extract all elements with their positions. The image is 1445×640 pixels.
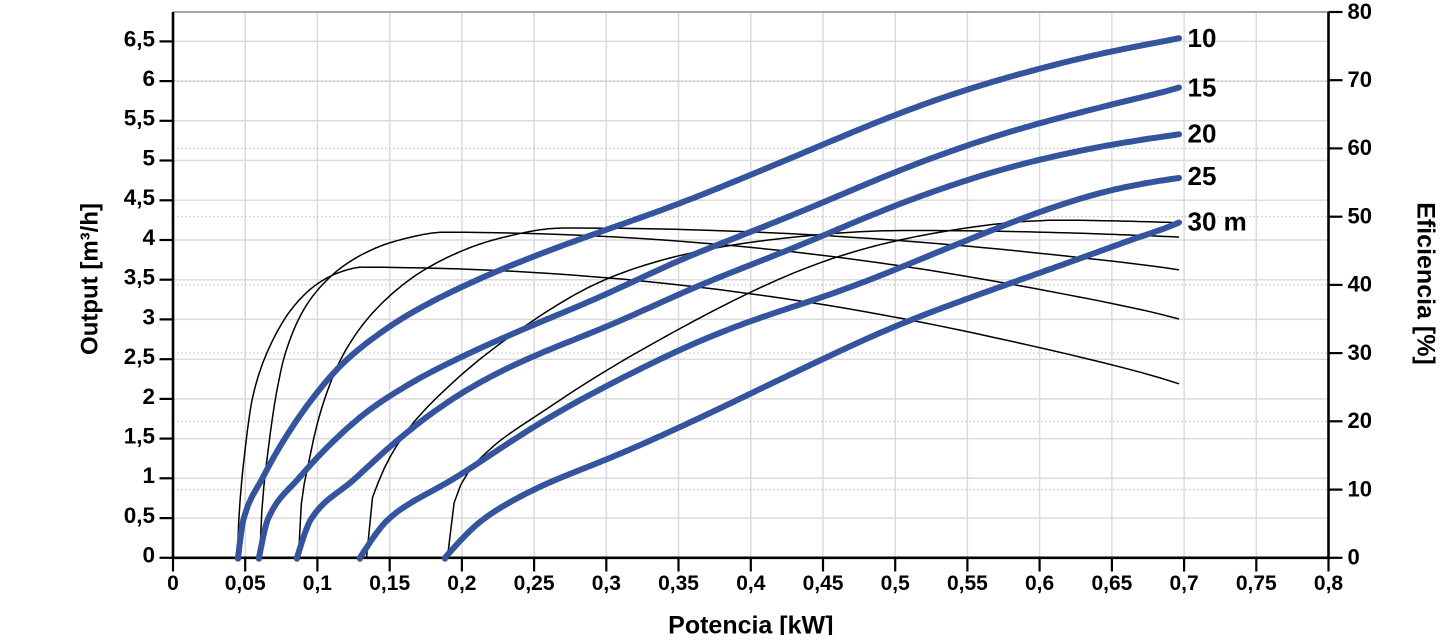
svg-text:0: 0 xyxy=(167,572,179,595)
svg-text:6,5: 6,5 xyxy=(124,26,155,51)
svg-text:1: 1 xyxy=(142,463,155,488)
svg-text:30: 30 xyxy=(1348,340,1372,365)
svg-text:20: 20 xyxy=(1348,408,1372,433)
svg-text:2,5: 2,5 xyxy=(124,344,155,369)
svg-text:0,45: 0,45 xyxy=(803,572,844,595)
svg-text:5,5: 5,5 xyxy=(124,106,155,131)
svg-text:0,2: 0,2 xyxy=(447,572,476,595)
svg-text:0,65: 0,65 xyxy=(1091,572,1132,595)
svg-text:80: 80 xyxy=(1348,0,1372,24)
svg-text:10: 10 xyxy=(1188,23,1217,53)
svg-text:0,4: 0,4 xyxy=(736,572,766,595)
svg-text:4,5: 4,5 xyxy=(124,185,155,210)
svg-text:50: 50 xyxy=(1348,204,1372,229)
svg-text:2: 2 xyxy=(142,384,155,409)
svg-text:3,5: 3,5 xyxy=(124,265,155,290)
svg-text:3: 3 xyxy=(142,304,155,329)
svg-text:15: 15 xyxy=(1188,73,1217,103)
svg-text:70: 70 xyxy=(1348,67,1372,92)
svg-text:5: 5 xyxy=(142,145,155,170)
svg-text:0,75: 0,75 xyxy=(1236,572,1277,595)
svg-text:60: 60 xyxy=(1348,135,1372,160)
svg-text:0,8: 0,8 xyxy=(1314,572,1344,595)
svg-text:0,25: 0,25 xyxy=(514,572,555,595)
svg-text:4: 4 xyxy=(142,225,155,250)
svg-text:0,05: 0,05 xyxy=(225,572,266,595)
svg-text:0,3: 0,3 xyxy=(592,572,621,595)
svg-text:0,6: 0,6 xyxy=(1025,572,1054,595)
svg-text:10: 10 xyxy=(1348,476,1372,501)
svg-text:0,1: 0,1 xyxy=(303,572,333,595)
svg-text:Potencia [kW]: Potencia [kW] xyxy=(668,612,833,636)
svg-text:Output [m³/h]: Output [m³/h] xyxy=(77,203,104,355)
svg-text:25: 25 xyxy=(1188,161,1217,191)
svg-text:20: 20 xyxy=(1188,119,1217,149)
svg-text:0: 0 xyxy=(1348,545,1360,570)
svg-text:0,55: 0,55 xyxy=(947,572,988,595)
svg-text:30 m: 30 m xyxy=(1188,206,1247,236)
svg-text:0,7: 0,7 xyxy=(1169,572,1198,595)
svg-text:0,15: 0,15 xyxy=(369,572,410,595)
svg-text:0,5: 0,5 xyxy=(881,572,911,595)
svg-text:Eficiencia [%]: Eficiencia [%] xyxy=(1412,202,1440,365)
svg-text:0,5: 0,5 xyxy=(124,503,155,528)
svg-text:40: 40 xyxy=(1348,272,1372,297)
svg-text:6: 6 xyxy=(142,66,155,91)
svg-text:0,35: 0,35 xyxy=(658,572,699,595)
svg-text:0: 0 xyxy=(142,543,155,568)
svg-text:1,5: 1,5 xyxy=(124,424,155,449)
